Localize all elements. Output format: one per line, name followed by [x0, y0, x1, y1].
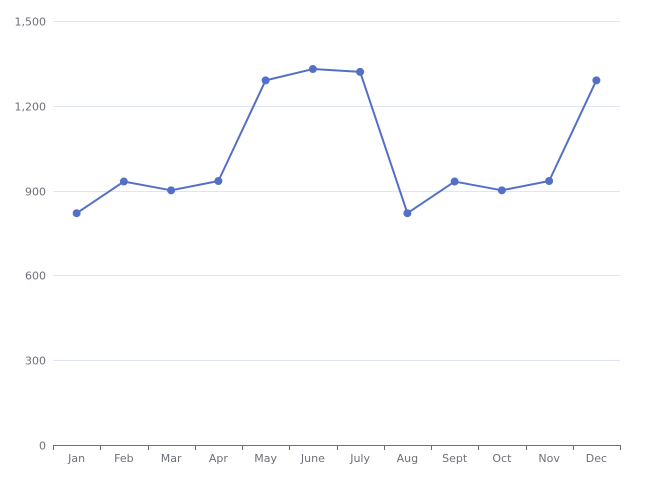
data-point[interactable] [497, 186, 506, 195]
x-tick-label: Sept [442, 452, 468, 465]
data-point[interactable] [545, 176, 554, 185]
data-points [72, 65, 601, 218]
y-tick-label: 600 [25, 270, 46, 283]
x-tick-labels: Jan Feb Mar Apr May June July Aug Sept Oct Nov Dec [67, 452, 607, 465]
grid-lines [53, 21, 620, 361]
x-tick-label: Oct [492, 452, 512, 465]
data-point[interactable] [214, 176, 223, 185]
data-point[interactable] [356, 67, 365, 76]
y-tick-labels: 0 300 600 900 1,200 1,500 [15, 16, 47, 453]
x-tick-label: May [254, 452, 277, 465]
series-line [76, 68, 598, 215]
y-tick-label: 0 [39, 440, 46, 453]
x-tick-label: June [300, 452, 325, 465]
data-point[interactable] [592, 76, 601, 85]
x-tick-label: Jan [67, 452, 85, 465]
y-tick-label: 900 [25, 186, 46, 199]
x-tick-label: Apr [209, 452, 229, 465]
x-tick-label: July [349, 452, 370, 465]
x-tick-label: Dec [586, 452, 607, 465]
series-layer [76, 68, 598, 215]
data-point[interactable] [119, 177, 128, 186]
x-tick-label: Aug [397, 452, 418, 465]
y-tick-label: 1,200 [15, 101, 47, 114]
data-point[interactable] [72, 209, 81, 218]
x-tick-label: Mar [161, 452, 182, 465]
data-point[interactable] [450, 177, 459, 186]
x-tick-label: Feb [114, 452, 133, 465]
axes [53, 445, 621, 450]
y-tick-label: 300 [25, 355, 46, 368]
y-tick-label: 1,500 [15, 16, 47, 29]
data-point[interactable] [403, 209, 412, 218]
x-tick-label: Nov [538, 452, 560, 465]
data-point[interactable] [261, 76, 270, 85]
data-point[interactable] [308, 65, 317, 74]
data-point[interactable] [167, 186, 176, 195]
